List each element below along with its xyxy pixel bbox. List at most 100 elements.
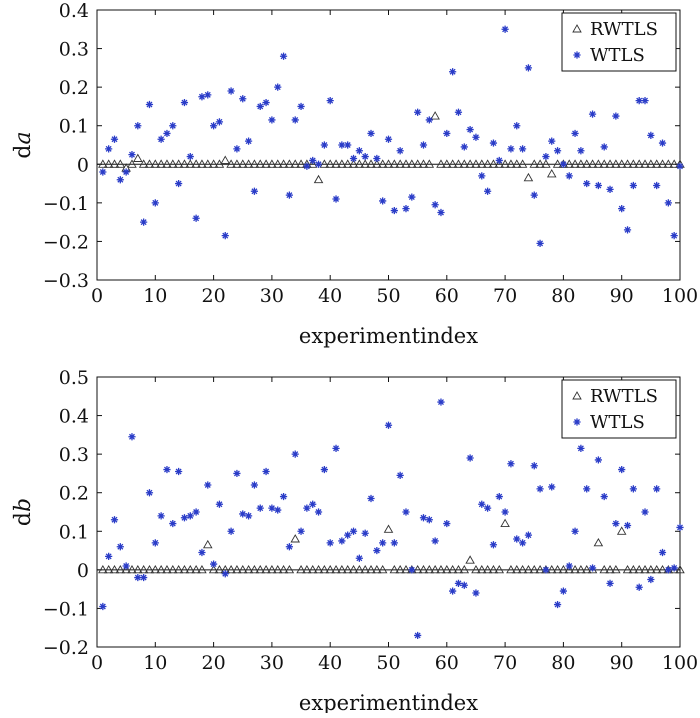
rwtls-point bbox=[564, 159, 575, 168]
rwtls-point bbox=[121, 564, 131, 574]
wtls-point bbox=[297, 102, 305, 111]
x-axis-label: experimentindex bbox=[299, 691, 478, 713]
wtls-point bbox=[291, 116, 299, 124]
wtls-point bbox=[175, 467, 183, 476]
wtls-point bbox=[303, 504, 311, 512]
wtls-point bbox=[279, 52, 288, 60]
rwtls-point bbox=[453, 564, 464, 574]
wtls-point bbox=[402, 205, 410, 213]
rwtls-point bbox=[202, 539, 213, 549]
rwtls-point bbox=[401, 564, 411, 574]
wtls-point bbox=[664, 566, 672, 574]
rwtls-point bbox=[517, 564, 528, 574]
wtls-point bbox=[454, 579, 463, 587]
wtls-point bbox=[565, 562, 573, 570]
rwtls-point bbox=[593, 537, 604, 547]
rwtls-point bbox=[249, 159, 260, 168]
wtls-point bbox=[349, 527, 358, 535]
wtls-point bbox=[116, 543, 124, 551]
wtls-point bbox=[402, 508, 410, 516]
rwtls-point bbox=[179, 159, 190, 168]
rwtls-point bbox=[296, 159, 306, 168]
rwtls-point bbox=[197, 564, 207, 574]
wtls-point bbox=[244, 512, 253, 520]
wtls-point bbox=[466, 454, 474, 462]
rwtls-point bbox=[389, 159, 400, 168]
wtls-point bbox=[210, 560, 218, 568]
wtls-point bbox=[291, 450, 299, 458]
wtls-point bbox=[588, 564, 597, 572]
rwtls-point bbox=[284, 159, 295, 168]
y-tick-label: −0.1 bbox=[43, 598, 89, 620]
rwtls-point bbox=[377, 564, 388, 574]
wtls-point bbox=[262, 467, 270, 476]
y-tick-label: 0.5 bbox=[59, 367, 89, 389]
rwtls-point bbox=[313, 564, 324, 574]
wtls-point bbox=[431, 537, 439, 545]
wtls-point bbox=[553, 147, 562, 155]
wtls-point bbox=[326, 97, 334, 105]
rwtls-point bbox=[541, 159, 551, 168]
wtls-point bbox=[623, 226, 632, 234]
x-tick-label: 60 bbox=[435, 652, 459, 674]
rwtls-point bbox=[313, 174, 324, 184]
rwtls-point bbox=[471, 564, 481, 574]
rwtls-point bbox=[442, 564, 452, 574]
rwtls-point bbox=[599, 564, 609, 574]
rwtls-point bbox=[576, 564, 586, 574]
wtls-point bbox=[285, 543, 293, 551]
wtls-point bbox=[571, 527, 579, 535]
rwtls-point bbox=[372, 159, 382, 168]
rwtls-point bbox=[488, 564, 499, 574]
rwtls-point bbox=[179, 564, 190, 574]
rwtls-point bbox=[651, 159, 662, 168]
wtls-point bbox=[110, 135, 119, 143]
wtls-point bbox=[443, 129, 451, 138]
x-tick-label: 10 bbox=[143, 285, 167, 307]
rwtls-point bbox=[354, 159, 365, 168]
wtls-point bbox=[658, 548, 667, 557]
rwtls-point bbox=[663, 159, 674, 168]
wtls-point bbox=[460, 581, 468, 589]
rwtls-point bbox=[226, 159, 236, 168]
rwtls-point bbox=[436, 159, 446, 168]
x-tick-label: 90 bbox=[610, 652, 634, 674]
wtls-point bbox=[571, 129, 579, 138]
rwtls-point bbox=[243, 159, 254, 168]
rwtls-point bbox=[383, 159, 394, 168]
rwtls-point bbox=[546, 564, 557, 574]
wtls-point bbox=[390, 539, 398, 547]
wtls-point bbox=[414, 108, 422, 116]
rwtls-point bbox=[284, 564, 295, 574]
wtls-point bbox=[157, 512, 165, 520]
rwtls-point bbox=[138, 564, 149, 574]
wtls-point bbox=[367, 494, 375, 503]
rwtls-point bbox=[360, 159, 370, 168]
wtls-point bbox=[478, 172, 486, 180]
wtls-point bbox=[647, 131, 655, 139]
wtls-point bbox=[548, 483, 556, 491]
wtls-point bbox=[314, 160, 323, 168]
rwtls-point bbox=[535, 159, 545, 168]
rwtls-point bbox=[360, 564, 370, 574]
wtls-point bbox=[233, 469, 241, 478]
rwtls-point bbox=[337, 159, 347, 168]
legend-box bbox=[561, 12, 677, 72]
x-tick-label: 70 bbox=[493, 285, 517, 307]
wtls-point bbox=[105, 145, 113, 153]
rwtls-point bbox=[506, 159, 516, 168]
rwtls-point bbox=[407, 159, 417, 168]
rwtls-point bbox=[424, 159, 435, 168]
wtls-point bbox=[478, 500, 486, 508]
rwtls-point bbox=[366, 159, 376, 168]
wtls-point bbox=[548, 137, 556, 145]
wtls-point bbox=[285, 191, 293, 199]
wtls-point bbox=[518, 145, 527, 153]
rwtls-point bbox=[103, 159, 114, 168]
rwtls-point bbox=[342, 564, 353, 574]
rwtls-point bbox=[453, 159, 464, 168]
rwtls-point bbox=[418, 159, 429, 168]
wtls-point bbox=[344, 141, 352, 149]
rwtls-point bbox=[465, 555, 475, 564]
